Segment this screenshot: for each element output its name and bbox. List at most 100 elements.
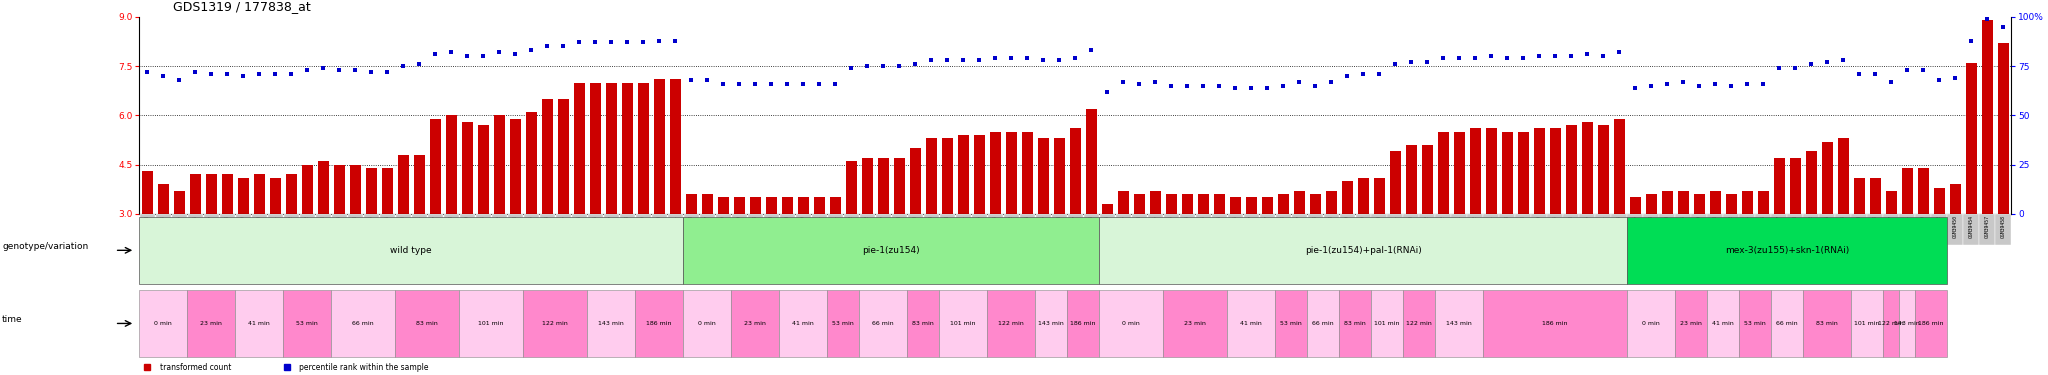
Point xyxy=(483,50,516,55)
Bar xyxy=(1022,132,1032,214)
Bar xyxy=(254,174,264,214)
Text: 122 min: 122 min xyxy=(997,321,1024,326)
Bar xyxy=(637,82,649,214)
Text: GSM39457: GSM39457 xyxy=(1985,215,1991,238)
Point xyxy=(178,69,211,75)
Bar xyxy=(1675,290,1708,357)
Bar xyxy=(1757,191,1769,214)
Point xyxy=(1651,81,1683,87)
Text: 101 min: 101 min xyxy=(1853,321,1880,326)
Point xyxy=(1843,71,1876,77)
Point xyxy=(1315,79,1348,85)
Bar xyxy=(1419,214,1436,245)
Bar xyxy=(270,178,281,214)
Bar xyxy=(1886,191,1896,214)
Text: GSM39530: GSM39530 xyxy=(401,215,406,238)
Text: 53 min: 53 min xyxy=(1280,321,1303,326)
Text: 53 min: 53 min xyxy=(297,321,317,326)
Bar xyxy=(1917,168,1929,214)
Bar xyxy=(731,214,748,245)
Bar xyxy=(283,214,299,245)
Text: GSM39434: GSM39434 xyxy=(1184,215,1190,238)
Bar xyxy=(588,290,635,357)
Bar xyxy=(1964,214,1978,245)
Text: GSM39526: GSM39526 xyxy=(385,215,389,238)
Text: GSM39469: GSM39469 xyxy=(737,215,741,238)
Bar xyxy=(573,82,586,214)
Text: GSM39450: GSM39450 xyxy=(1952,215,1958,238)
Point xyxy=(1042,57,1075,63)
Point xyxy=(1954,38,1987,44)
Bar xyxy=(526,112,537,214)
Text: GSM39520: GSM39520 xyxy=(256,215,262,238)
Bar xyxy=(1053,138,1065,214)
Bar xyxy=(651,214,668,245)
Text: GSM39433: GSM39433 xyxy=(1137,215,1141,238)
Point xyxy=(1075,47,1108,53)
Text: GSM39484: GSM39484 xyxy=(1104,215,1110,238)
Point xyxy=(995,55,1028,61)
Bar xyxy=(492,214,508,245)
Text: 83 min: 83 min xyxy=(911,321,934,326)
Point xyxy=(580,39,612,45)
Point xyxy=(1939,75,1972,81)
Bar xyxy=(1309,194,1321,214)
Bar xyxy=(1948,214,1962,245)
Text: GSM39543: GSM39543 xyxy=(352,215,358,238)
Point xyxy=(1810,59,1843,65)
Bar xyxy=(301,165,313,214)
Point xyxy=(547,44,580,50)
Text: GSM39495: GSM39495 xyxy=(1169,215,1174,238)
Bar xyxy=(1245,197,1257,214)
Text: GSM39471: GSM39471 xyxy=(834,215,838,238)
Bar xyxy=(459,214,475,245)
Bar xyxy=(1774,158,1784,214)
Bar xyxy=(1788,214,1802,245)
Text: GSM39529: GSM39529 xyxy=(465,215,469,238)
Point xyxy=(946,57,979,63)
Bar xyxy=(604,214,618,245)
Point xyxy=(676,77,709,83)
Text: 186 min: 186 min xyxy=(1071,321,1096,326)
Bar xyxy=(1116,214,1130,245)
Bar xyxy=(1391,152,1401,214)
Text: GSM39487: GSM39487 xyxy=(1249,215,1253,238)
Bar xyxy=(139,290,186,357)
Text: GSM39534: GSM39534 xyxy=(545,215,549,238)
Text: GSM39500: GSM39500 xyxy=(1409,215,1413,238)
Point xyxy=(1106,79,1139,85)
Bar xyxy=(893,158,905,214)
Bar xyxy=(973,135,985,214)
Bar xyxy=(1135,194,1145,214)
Text: GSM39517: GSM39517 xyxy=(209,215,213,238)
Bar xyxy=(1051,214,1067,245)
Point xyxy=(659,38,692,44)
Text: transformed count: transformed count xyxy=(160,363,231,372)
Bar xyxy=(1614,118,1624,214)
Bar xyxy=(332,290,395,357)
Bar xyxy=(268,214,283,245)
Bar xyxy=(186,290,236,357)
Text: GSM39519: GSM39519 xyxy=(242,215,246,238)
Point xyxy=(1219,85,1251,91)
Bar xyxy=(1708,214,1722,245)
Bar xyxy=(1452,214,1466,245)
Bar xyxy=(827,214,844,245)
Text: GSM39445: GSM39445 xyxy=(1585,215,1589,238)
Text: GSM39514: GSM39514 xyxy=(160,215,166,238)
Bar xyxy=(588,214,602,245)
Bar xyxy=(1149,191,1161,214)
Text: GSM39463: GSM39463 xyxy=(897,215,901,238)
Bar xyxy=(475,214,492,245)
Text: GSM39531: GSM39531 xyxy=(416,215,422,238)
Point xyxy=(1268,83,1300,89)
Text: GSM39482: GSM39482 xyxy=(1010,215,1014,238)
Text: GSM39524: GSM39524 xyxy=(336,215,342,238)
Point xyxy=(1155,83,1188,89)
Bar xyxy=(621,214,635,245)
Point xyxy=(1571,51,1604,57)
Point xyxy=(1411,59,1444,65)
Text: GSM39451: GSM39451 xyxy=(1602,215,1606,238)
Bar xyxy=(510,118,520,214)
Text: GSM39475: GSM39475 xyxy=(1040,215,1047,238)
